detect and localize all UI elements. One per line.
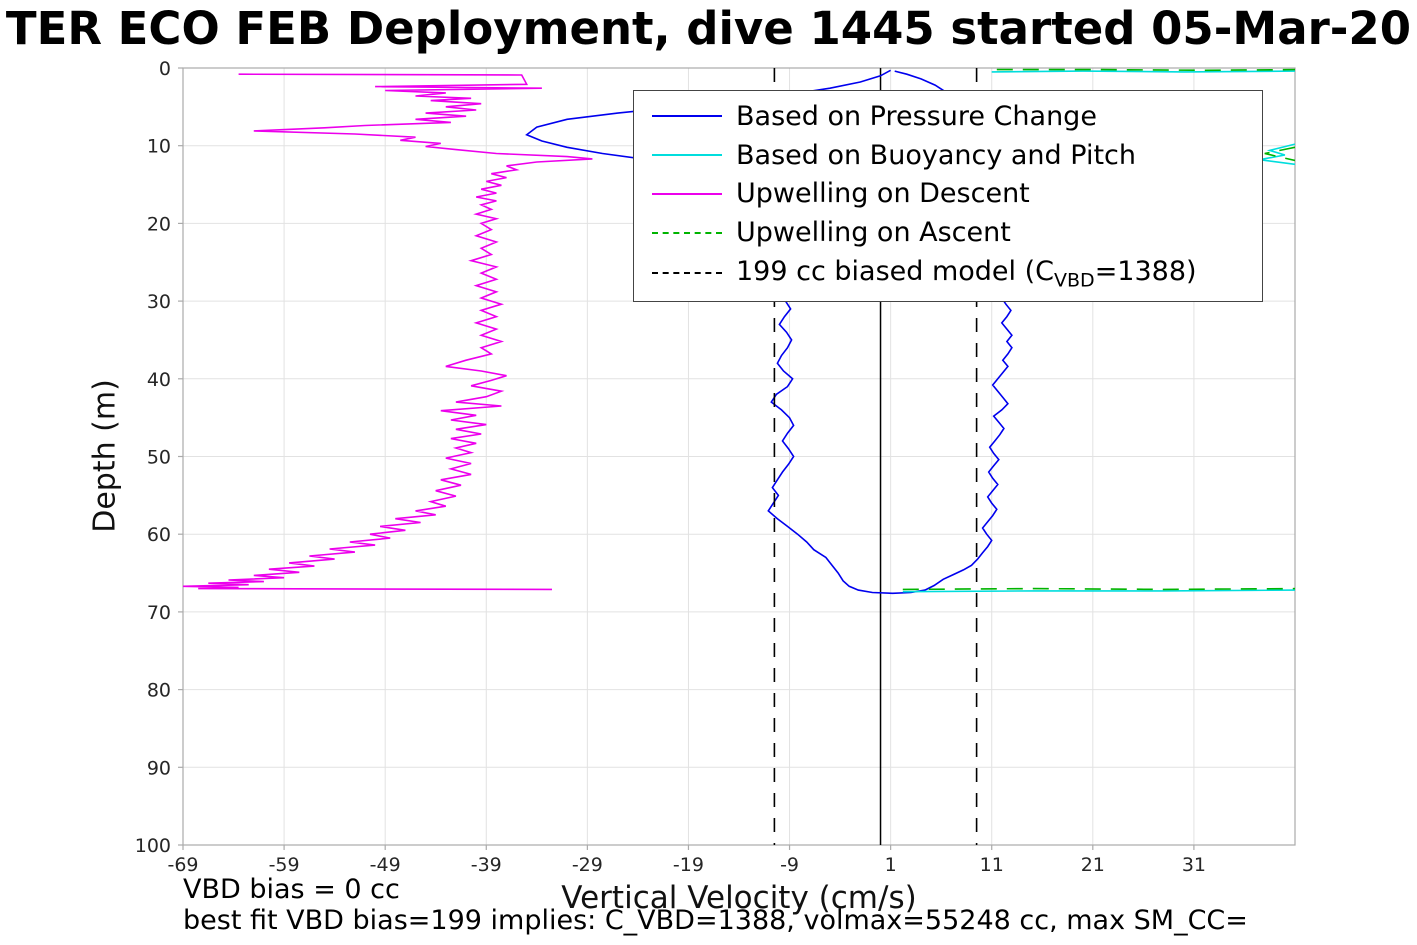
x-tick-label: 1 [885,854,897,876]
x-tick-label: -29 [572,854,603,876]
legend-line-sample-biased-model [652,272,722,275]
legend-line-sample-buoyancy-pitch [652,154,722,157]
series-upwelling-on-ascent [996,68,1295,72]
x-tick-label: 31 [1182,854,1206,876]
legend-label-upwelling-ascent: Upwelling on Ascent [736,217,1011,249]
legend-line-sample-upwelling-descent [652,192,722,195]
x-tick-label: -49 [370,854,401,876]
y-tick-label: 100 [135,835,171,857]
series-based-on-buoyancy-and-pitch [1259,143,1295,166]
legend-line-sample-upwelling-ascent [652,231,722,234]
y-tick-label: 50 [147,447,171,469]
legend-entry-buoyancy-pitch: Based on Buoyancy and Pitch [652,140,1252,171]
legend: Based on Pressure Change Based on Buoyan… [633,90,1263,302]
legend-entry-biased-model: 199 cc biased model (CVBD=1388) [652,256,1252,291]
vbd-bias-annotation: VBD bias = 0 cc [183,874,400,905]
y-tick-label: 10 [147,136,171,158]
legend-label-buoyancy-pitch: Based on Buoyancy and Pitch [736,139,1136,171]
series-upwelling-on-ascent [902,587,1295,591]
best-fit-annotation: best fit VBD bias=199 implies: C_VBD=138… [183,905,1248,936]
y-tick-label: 70 [147,602,171,624]
x-tick-label: -19 [673,854,704,876]
legend-line-sample-pressure-change [652,115,722,118]
legend-label-biased-model: 199 cc biased model (CVBD=1388) [736,255,1197,292]
y-tick-label: 90 [147,757,171,779]
x-tick-label: 11 [980,854,1004,876]
series-upwelling-on-descent [183,73,593,591]
y-tick-label: 60 [147,524,171,546]
legend-entry-pressure-change: Based on Pressure Change [652,101,1252,132]
legend-label-pressure-change: Based on Pressure Change [736,100,1097,132]
x-tick-label: -69 [167,854,198,876]
series-based-on-buoyancy-and-pitch [991,70,1295,73]
series-upwelling-on-ascent [1264,146,1295,162]
y-tick-label: 20 [147,213,171,235]
legend-label-upwelling-descent: Upwelling on Descent [736,178,1030,210]
x-tick-label: -9 [780,854,799,876]
legend-entry-upwelling-descent: Upwelling on Descent [652,178,1252,209]
y-tick-label: 0 [159,58,171,80]
y-axis-label: Depth (m) [87,379,123,533]
y-tick-label: 30 [147,291,171,313]
x-axis-label: Vertical Velocity (cm/s) [561,880,917,916]
x-tick-label: -59 [269,854,300,876]
x-tick-label: 21 [1081,854,1105,876]
series-based-on-buoyancy-and-pitch [902,589,1295,593]
x-tick-label: -39 [471,854,502,876]
chart-title: TER ECO FEB Deployment, dive 1445 starte… [5,2,1412,55]
legend-entry-upwelling-ascent: Upwelling on Ascent [652,217,1252,248]
y-tick-label: 80 [147,680,171,702]
y-tick-label: 40 [147,369,171,391]
